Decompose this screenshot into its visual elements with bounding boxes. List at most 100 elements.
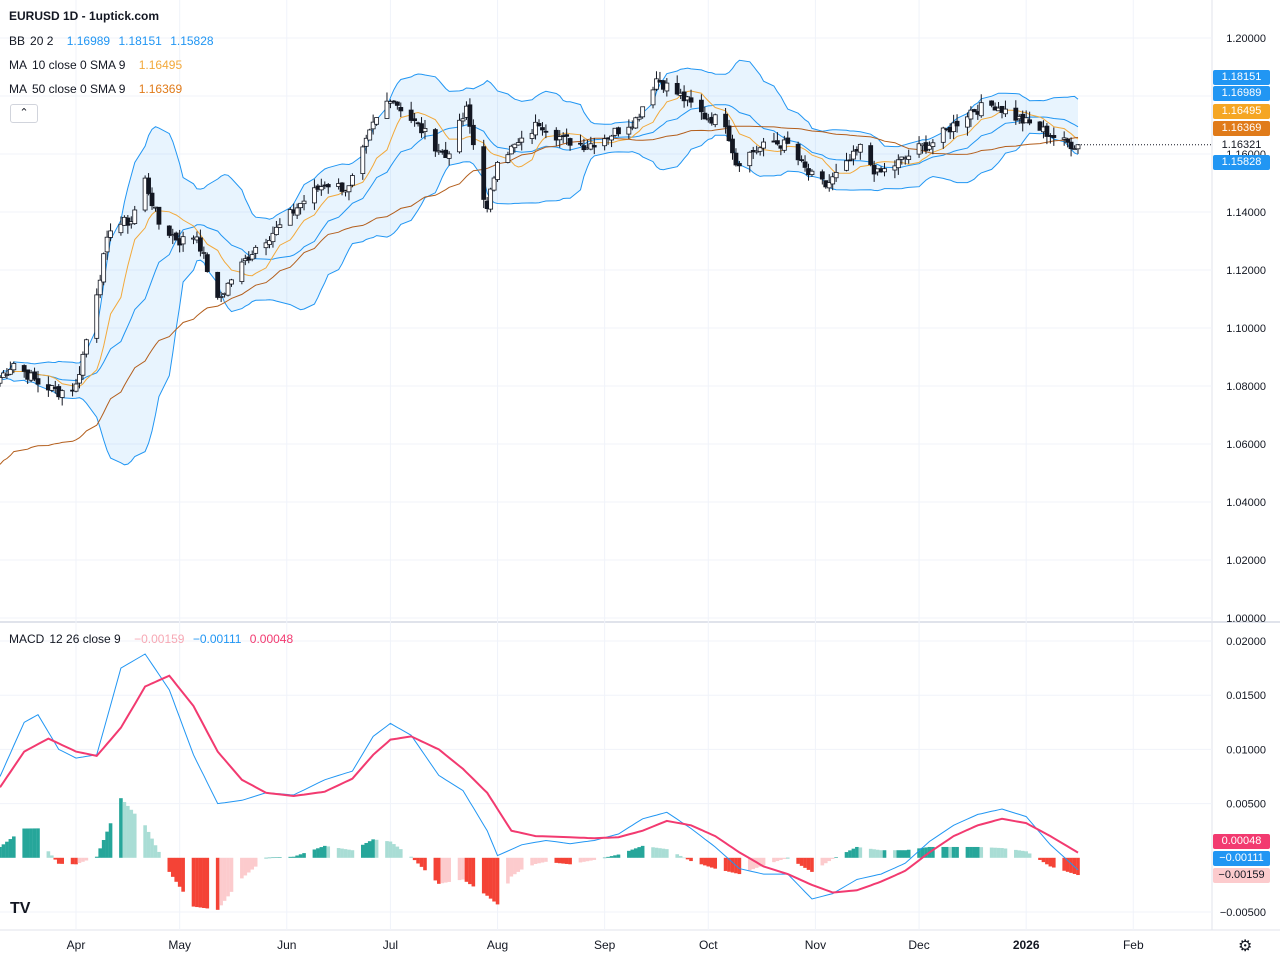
candle-body [239,261,245,282]
macd-histogram-bar [229,857,234,892]
macd-histogram-bar [153,845,158,858]
time-tick-label: Jul [383,938,398,952]
macd-histogram-bar [1024,851,1028,858]
ma10-params: 10 close 0 SMA 9 [32,58,126,72]
candle-body [367,129,373,141]
tag-macd-signal: 0.00048 [1213,834,1270,849]
macd-line [0,653,1079,900]
macd-histogram-bar [198,857,203,908]
candle-body [616,127,621,135]
macd-histogram-bar [468,857,472,885]
macd-histogram-bar [830,857,835,859]
price-tick-label: 1.12000 [1226,265,1266,277]
macd-histogram-bar [709,857,714,868]
macd-tick-label: 0.01500 [1226,690,1266,702]
macd-histogram-bar [782,857,787,859]
candle-body [457,119,462,153]
candle-body [1037,121,1043,131]
price-tick-label: 1.20000 [1226,33,1266,45]
macd-histogram-bar [437,857,441,884]
macd-histogram-bar [993,847,997,858]
candle-body [591,145,597,148]
candle-body [698,99,704,113]
candle-body [557,136,563,141]
candle-body [467,104,473,127]
candle-body [287,209,293,226]
ma50-legend[interactable]: MA 50 close 0 SMA 9 1.16369 [9,81,187,97]
macd-legend[interactable]: MACD 12 26 close 9 −0.00159 −0.00111 0.00… [9,631,298,647]
candle-body [726,125,732,142]
collapse-legend-button[interactable]: ⌃ [10,104,38,123]
time-tick-label: Feb [1123,938,1144,952]
candle-body [108,230,113,238]
macd-histogram-bar [506,857,510,884]
candle-body [723,113,728,128]
candle-body [4,374,10,376]
candle-body [567,138,573,146]
macd-histogram-bar [989,847,994,858]
macd-histogram-bar [516,857,521,872]
candle-body [156,206,162,225]
macd-histogram-bar [796,857,800,864]
candle-body [249,254,255,260]
macd-histogram-bar [202,857,206,908]
candle-body [857,143,863,153]
macd-histogram-bar [951,846,956,858]
candle-body [640,106,646,118]
macd-histogram-bar [879,850,883,858]
candle-body [32,371,37,380]
bb-params: 20 2 [30,34,54,48]
macd-histogram-bar [976,846,980,858]
ma50-line [0,125,1079,465]
candle-body [654,78,659,90]
tag-bb-upper: 1.18151 [1213,70,1270,85]
macd-histogram-bar [302,853,306,858]
macd-histogram-bar [322,845,327,858]
candle-body [312,187,317,204]
macd-histogram-bar [412,857,417,861]
tag-last-price: 1.16321 [1221,139,1262,151]
macd-histogram-bar [1027,853,1032,858]
ma50-value: 1.16369 [138,82,183,96]
candle-body [906,155,912,160]
macd-histogram-bar [157,851,161,858]
macd-histogram-bar [84,857,89,861]
macd-histogram-bar [613,855,617,858]
macd-histogram-bar [215,857,220,910]
macd-value-signal: 0.00048 [249,632,294,646]
macd-histogram-bar [250,857,255,870]
candle-body [543,130,549,133]
macd-histogram-bar [1065,857,1070,872]
macd-histogram-bar [730,857,735,873]
candle-body [142,177,148,211]
macd-histogram-bar [46,851,51,858]
candle-body [325,184,331,188]
candle-body [274,226,279,236]
ma10-legend[interactable]: MA 10 close 0 SMA 9 1.16495 [9,57,187,73]
macd-histogram-bar [972,846,977,858]
macd-histogram-bar [126,805,130,858]
macd-histogram-bar [855,846,859,858]
candle-body [785,137,791,144]
candle-body [201,252,207,254]
macd-histogram-bar [219,857,223,906]
bb-band-fill [0,60,1078,465]
macd-histogram-bar [896,850,901,858]
macd-histogram-bar [723,857,728,871]
candle-body [277,224,283,228]
macd-histogram-bar [56,857,61,864]
macd-histogram-bar [129,809,134,858]
candle-body [747,151,753,167]
bb-legend[interactable]: BB 20 2 1.16989 1.18151 1.15828 [9,33,219,49]
macd-histogram-bar [350,850,355,858]
candle-body [301,200,307,205]
tradingview-logo[interactable]: TV [10,900,31,917]
candle-body [602,138,608,147]
candle-body [927,144,932,150]
macd-histogram-bar [101,839,106,858]
gear-icon[interactable]: ⚙ [1238,938,1253,955]
macd-histogram-bar [205,857,210,909]
macd-histogram-bar [288,856,293,858]
macd-histogram-bar [291,856,296,858]
